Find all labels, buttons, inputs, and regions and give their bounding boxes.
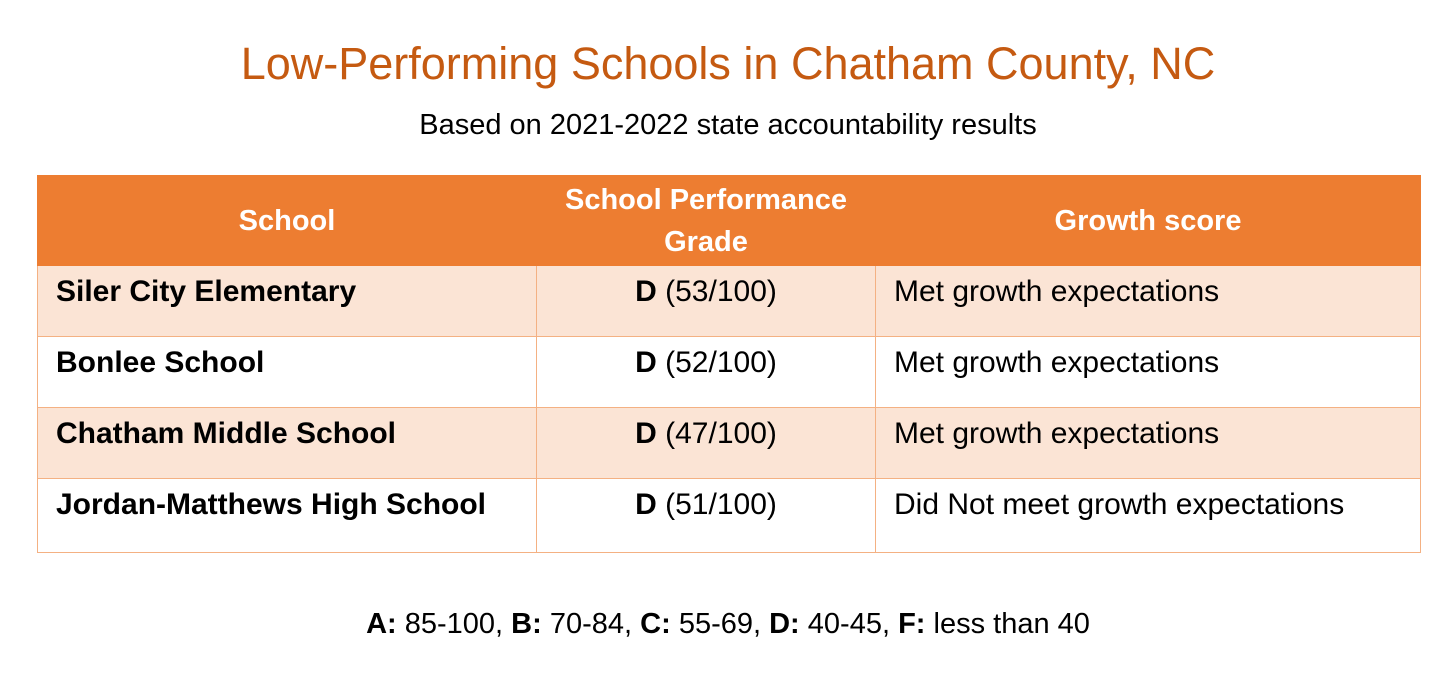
grade-score: (52/100): [665, 346, 777, 379]
school-name: Chatham Middle School: [37, 407, 537, 479]
column-header-growth: Growth score: [875, 175, 1421, 266]
grade-score: (51/100): [665, 488, 777, 521]
school-name: Bonlee School: [37, 336, 537, 408]
grade-legend: A: 85-100, B: 70-84, C: 55-69, D: 40-45,…: [0, 605, 1456, 643]
column-header-school: School: [37, 175, 537, 266]
grade-score: (47/100): [665, 417, 777, 450]
performance-grade: D (52/100): [536, 336, 876, 408]
growth-score: Did Not meet growth expectations: [875, 478, 1421, 553]
legend-key: F:: [898, 608, 926, 640]
legend-key: C:: [640, 608, 671, 640]
table-header-row: School School Performance Grade Growth s…: [37, 175, 1421, 266]
table-row: Chatham Middle School D (47/100) Met gro…: [37, 407, 1421, 479]
grade-letter: D: [635, 488, 657, 521]
legend-range: 40-45,: [807, 608, 891, 640]
legend-key: D:: [769, 608, 800, 640]
legend-range: 70-84,: [549, 608, 633, 640]
growth-score: Met growth expectations: [875, 336, 1421, 408]
school-name: Jordan-Matthews High School: [37, 478, 537, 553]
legend-range: less than 40: [933, 608, 1090, 640]
legend-range: 85-100,: [404, 608, 504, 640]
growth-score: Met growth expectations: [875, 407, 1421, 479]
performance-grade: D (47/100): [536, 407, 876, 479]
grade-score: (53/100): [665, 275, 777, 308]
column-header-grade: School Performance Grade: [536, 175, 876, 266]
growth-score: Met growth expectations: [875, 265, 1421, 337]
legend-key: A:: [366, 608, 397, 640]
table-row: Siler City Elementary D (53/100) Met gro…: [37, 265, 1421, 337]
legend-key: B:: [511, 608, 542, 640]
column-header-grade-label: School Performance Grade: [564, 183, 848, 258]
performance-grade: D (51/100): [536, 478, 876, 553]
performance-grade: D (53/100): [536, 265, 876, 337]
page-title: Low-Performing Schools in Chatham County…: [240, 38, 1216, 89]
school-name: Siler City Elementary: [37, 265, 537, 337]
grade-letter: D: [635, 346, 657, 379]
legend-range: 55-69,: [678, 608, 762, 640]
grade-letter: D: [635, 275, 657, 308]
table-row: Bonlee School D (52/100) Met growth expe…: [37, 336, 1421, 408]
grade-letter: D: [635, 417, 657, 450]
page-subtitle: Based on 2021-2022 state accountability …: [419, 109, 1037, 141]
schools-table: School School Performance Grade Growth s…: [37, 175, 1421, 553]
table-row: Jordan-Matthews High School D (51/100) D…: [37, 478, 1421, 553]
